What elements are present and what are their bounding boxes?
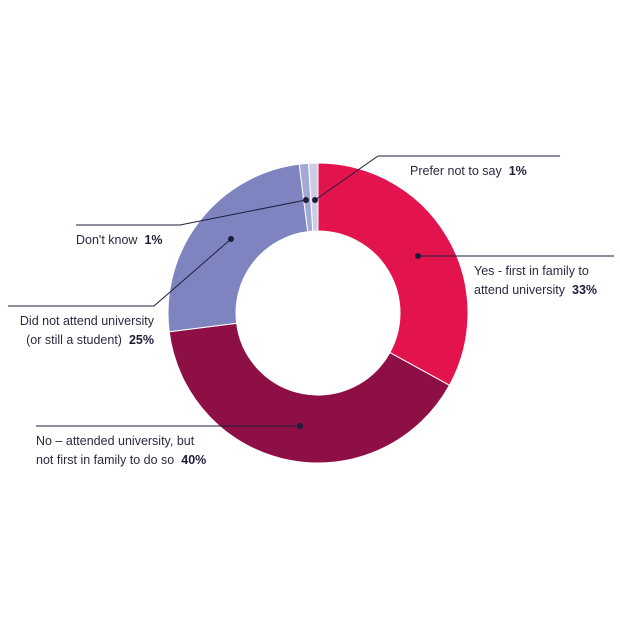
label-value: 33% [572,283,598,297]
label-value: 40% [181,453,207,467]
label-line-1: Yes - first in family to [474,264,589,278]
leader-dont-know-dot [303,197,309,203]
label-no-attended-university: No – attended university, but not first … [36,432,206,470]
label-line-2: (or still a student) 25% [26,333,154,347]
label-dont-know: Don't know 1% [76,231,163,250]
leader-prefer-not-to-say [314,155,560,201]
slice-prefer-not-to-say [308,162,319,232]
slice-did-not-attend [167,163,309,333]
label-line-1: No – attended university, but [36,434,195,448]
leader-no-attended-university-dot [297,423,303,429]
label-yes-first-in-family: Yes - first in family to attend universi… [474,262,597,300]
label-line-1: Did not attend university [19,314,154,328]
label-text: Prefer not to say [410,164,502,178]
label-prefer-not-to-say: Prefer not to say 1% [410,162,527,181]
label-value: 1% [508,164,527,178]
label-text: Don't know [76,233,138,247]
slice-yes-first-in-family [317,162,469,386]
label-value: 1% [144,233,163,247]
leader-prefer-not-to-say-dot [312,197,318,203]
label-line-2: attend university 33% [474,283,598,297]
label-value: 25% [128,333,154,347]
leader-yes-first-in-family-dot [415,253,421,259]
slice-no-attended-university [168,322,451,464]
leader-dont-know [76,199,307,226]
label-line-2: not first in family to do so 40% [36,453,207,467]
leader-did-not-attend [8,238,232,307]
label-did-not-attend: Did not attend university (or still a st… [8,312,154,350]
leader-did-not-attend-dot [228,236,234,242]
